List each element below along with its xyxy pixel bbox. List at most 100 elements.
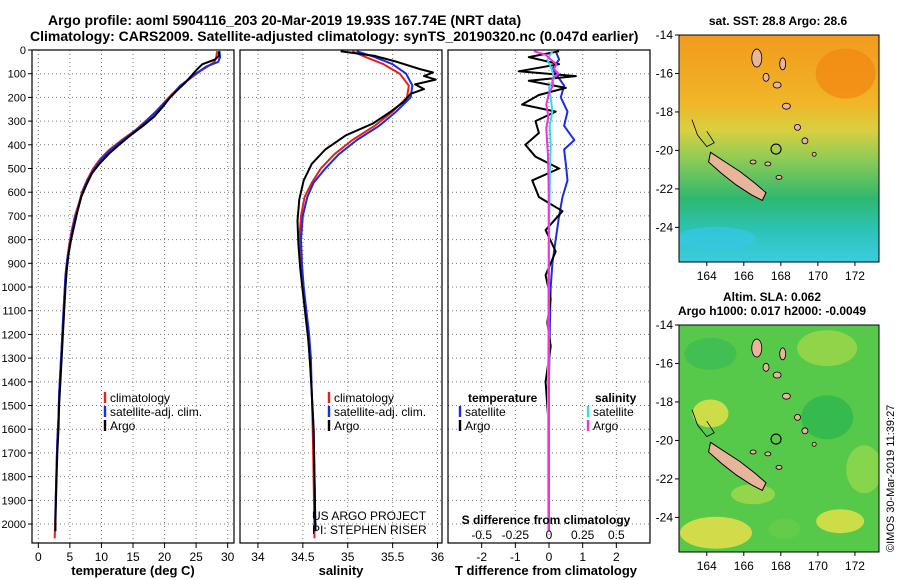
vanuatu-island bbox=[779, 57, 787, 71]
legend-label: Argo bbox=[465, 419, 491, 433]
legend-label: satellite-adj. clim. bbox=[334, 405, 426, 419]
x-tick-label: -2 bbox=[476, 550, 487, 564]
temperature-profile-series-satellite-adj-clim- bbox=[54, 51, 222, 532]
vanuatu-island bbox=[751, 48, 763, 68]
vanuatu-island bbox=[762, 362, 770, 372]
y-tick-label: 1700 bbox=[2, 448, 26, 460]
y-tick-label: 1100 bbox=[2, 306, 26, 318]
temperature-profile-panel: 0 5 10 15 20 25 300100200300400500600700800900… bbox=[2, 45, 235, 578]
salinity-profile-series-satellite-adj-clim- bbox=[300, 50, 414, 532]
top-tick-label: -0.25 bbox=[502, 528, 530, 542]
x-tick-label: 30 bbox=[221, 550, 235, 564]
top-tick-label: -0.5 bbox=[471, 528, 492, 542]
lat-tick-label: -20 bbox=[656, 143, 674, 157]
sla-anomaly-patch bbox=[797, 330, 858, 367]
difference-profile-series-t-satellite bbox=[548, 50, 576, 532]
difference-profile-series-s-argo bbox=[533, 50, 560, 532]
legend-label: satellite bbox=[465, 405, 506, 419]
salinity-profile-frame bbox=[239, 49, 443, 544]
figure-title-line-1: Argo profile: aoml 5904116_203 20-Mar-20… bbox=[48, 12, 522, 28]
x-tick-label: 1 bbox=[579, 550, 586, 564]
top-tick-label: 0.5 bbox=[608, 528, 625, 542]
x-tick-label: 34.5 bbox=[291, 550, 315, 564]
y-tick-label: 100 bbox=[8, 69, 26, 81]
vanuatu-island bbox=[794, 413, 801, 421]
lat-tick-label: -16 bbox=[656, 66, 674, 80]
vanuatu-island bbox=[811, 441, 817, 447]
sla-anomaly-patch bbox=[680, 516, 753, 549]
vanuatu-island bbox=[801, 137, 809, 145]
loyalty-island bbox=[764, 451, 772, 457]
y-tick-label: 2000 bbox=[2, 519, 26, 531]
lon-tick-label: 168 bbox=[771, 559, 791, 573]
difference-profile-panel: -2 -1 0 1 2T difference from climatology S di… bbox=[447, 49, 651, 578]
new-caledonia-island bbox=[708, 151, 767, 202]
legend-label: Argo bbox=[110, 419, 136, 433]
sst-map: -14 -16 -18 -20 -22 -24 164 166 168 170 172 sat. SS… bbox=[656, 14, 880, 283]
y-tick-label: 1600 bbox=[2, 424, 26, 436]
loyalty-island bbox=[749, 159, 757, 165]
lon-tick-label: 168 bbox=[771, 269, 791, 283]
lat-tick-label: -24 bbox=[656, 510, 674, 524]
sst-warm-patch bbox=[815, 48, 876, 99]
reef-contour bbox=[691, 409, 715, 438]
x-tick-label: 5 bbox=[67, 550, 74, 564]
legend-label: satellite bbox=[593, 405, 634, 419]
x-tick-label: 20 bbox=[158, 550, 172, 564]
lon-tick-label: 166 bbox=[734, 269, 754, 283]
top-tick-label: 0.25 bbox=[571, 528, 595, 542]
sla-map-frame bbox=[678, 324, 880, 553]
lat-tick-label: -22 bbox=[656, 182, 674, 196]
legend-label: Argo bbox=[593, 419, 619, 433]
new-caledonia-island bbox=[708, 441, 767, 492]
y-tick-label: 800 bbox=[8, 235, 26, 247]
legend-title-temperature: temperature bbox=[468, 391, 538, 405]
y-tick-label: 1800 bbox=[2, 472, 26, 484]
x-axis-label: salinity bbox=[319, 563, 365, 578]
y-tick-label: 1900 bbox=[2, 495, 26, 507]
sst-map-field bbox=[679, 35, 879, 262]
imos-credit: ©IMOS 30-Mar-2019 11:39:27 bbox=[885, 405, 897, 552]
x-tick-label: 35 bbox=[341, 550, 355, 564]
vanuatu-island bbox=[772, 81, 782, 89]
lon-tick-label: 164 bbox=[697, 269, 717, 283]
lat-tick-label: -14 bbox=[656, 318, 674, 332]
vanuatu-island bbox=[801, 427, 809, 435]
x-axis-label: temperature (deg C) bbox=[71, 563, 195, 578]
vanuatu-island bbox=[751, 338, 763, 358]
reef-contour bbox=[691, 119, 715, 148]
argo-float-marker bbox=[770, 433, 782, 445]
x-tick-label: 0 bbox=[546, 550, 553, 564]
temperature-profile-series-climatology bbox=[53, 51, 218, 539]
legend-label: climatology bbox=[110, 391, 170, 405]
x-tick-label: 35.5 bbox=[381, 550, 405, 564]
y-tick-label: 1200 bbox=[2, 329, 26, 341]
y-tick-label: 1300 bbox=[2, 353, 26, 365]
legend-title-salinity: salinity bbox=[595, 391, 637, 405]
temperature-profile-frame bbox=[31, 49, 235, 544]
argo-float-marker bbox=[770, 143, 782, 155]
y-tick-label: 1000 bbox=[2, 282, 26, 294]
vanuatu-island bbox=[762, 72, 770, 82]
top-axis-label: S difference from climatology bbox=[462, 513, 631, 527]
x-axis-label: T difference from climatology bbox=[455, 563, 638, 578]
y-tick-label: 300 bbox=[8, 116, 26, 128]
sla-map-title: Altim. SLA: 0.062 bbox=[723, 290, 821, 304]
lat-tick-label: -18 bbox=[656, 105, 674, 119]
y-tick-label: 500 bbox=[8, 164, 26, 176]
sla-anomaly-patch bbox=[684, 337, 737, 370]
sla-anomaly-patch bbox=[801, 395, 854, 440]
lon-tick-label: 170 bbox=[808, 269, 828, 283]
x-tick-label: 10 bbox=[95, 550, 109, 564]
vanuatu-island bbox=[782, 392, 791, 400]
y-tick-label: 400 bbox=[8, 140, 26, 152]
legend-label: Argo bbox=[334, 419, 360, 433]
sla-map-field bbox=[679, 325, 879, 552]
x-tick-label: 15 bbox=[126, 550, 140, 564]
lon-tick-label: 172 bbox=[845, 269, 865, 283]
sla-map-subtitle: Argo h1000: 0.017 h2000: -0.0049 bbox=[678, 304, 866, 318]
figure-title-line-2: Climatology: CARS2009. Satellite-adjuste… bbox=[30, 28, 639, 44]
vanuatu-island bbox=[772, 371, 782, 379]
x-tick-label: 2 bbox=[613, 550, 620, 564]
